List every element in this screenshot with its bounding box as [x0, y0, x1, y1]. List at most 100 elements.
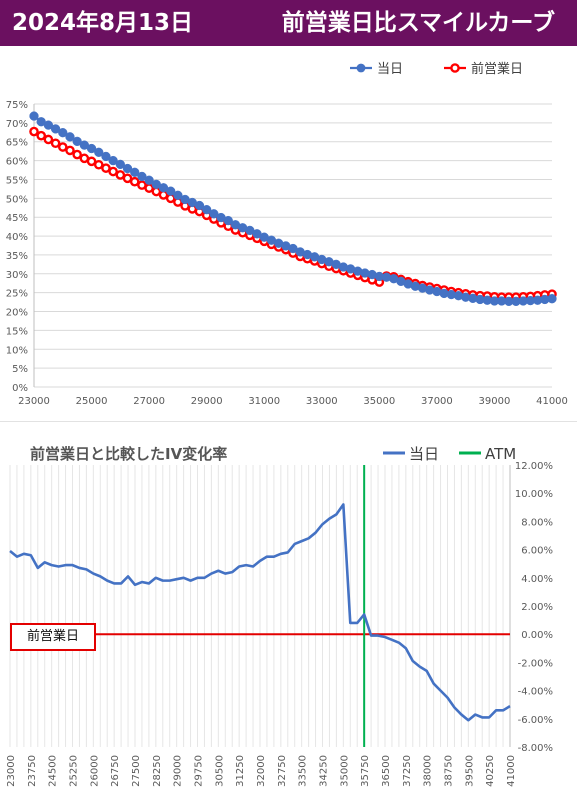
x-tick-label: 32000 [256, 755, 267, 787]
x-tick-label: 26750 [110, 755, 121, 787]
y-tick-label: -6.00% [518, 715, 553, 726]
chart-divider [0, 421, 577, 422]
series-point [173, 190, 183, 200]
y-tick-label: 60% [6, 157, 28, 168]
smile-curve-chart: 0% 5% 10% 15% 20% 25% 30% 35% 40% 45% 50% 55% 60% 65%… [6, 61, 568, 407]
series-point [57, 142, 68, 152]
x-tick-label: 41000 [536, 396, 568, 407]
y-tick-label: 0.00% [521, 630, 553, 641]
series-point [144, 175, 154, 185]
x-tick-label: 34250 [319, 755, 330, 787]
legend-label: 当日 [377, 62, 403, 77]
x-tick-label: 31000 [248, 396, 280, 407]
series-point [29, 126, 39, 137]
y-tick-label: 5% [12, 364, 28, 375]
series-point [122, 173, 133, 184]
y-tick-label: 65% [6, 138, 28, 149]
legend-label: 当日 [409, 445, 439, 463]
series-point [137, 171, 147, 182]
y-tick-label: 20% [6, 308, 28, 319]
x-tick-label: 27500 [131, 755, 142, 787]
x-tick-label: 35000 [363, 396, 395, 407]
y-tick-label: 10% [6, 345, 28, 356]
x-tick-label: 32750 [277, 755, 288, 787]
series-point [122, 163, 133, 174]
x-tick-label: 38750 [444, 755, 455, 787]
series-point [202, 205, 212, 215]
y-tick-label: 40% [6, 232, 28, 243]
series-point [115, 170, 126, 180]
series-point [129, 176, 140, 187]
y-tick-label: 30% [6, 270, 28, 281]
series-point [65, 132, 75, 142]
x-tick-label: 29000 [191, 396, 223, 407]
series-point [94, 147, 104, 157]
series-point [43, 120, 54, 130]
x-tick-label: 41000 [506, 755, 517, 787]
x-tick-label: 39000 [479, 396, 511, 407]
x-tick-label: 24500 [48, 755, 59, 787]
series-point [108, 155, 118, 166]
x-tick-label: 23000 [6, 755, 17, 787]
x-tick-label: 33000 [306, 396, 338, 407]
y-tick-label: 15% [6, 326, 28, 337]
iv-change-title: 前営業日と比較したIV変化率 [30, 445, 227, 463]
smile-curve-panel: 0% 5% 10% 15% 20% 25% 30% 35% 40% 45% 50% 55% 60% 65%… [0, 46, 577, 410]
series-point [43, 134, 54, 145]
x-tick-label: 40250 [485, 755, 496, 787]
x-tick-label: 37250 [402, 755, 413, 787]
x-tick-label: 37000 [421, 396, 453, 407]
page-header: 2024年8月13日 前営業日比スマイルカーブ [0, 0, 577, 46]
series-point [86, 143, 97, 154]
series-point [223, 215, 233, 226]
series-line-0 [9, 503, 511, 722]
y-tick-label: 10.00% [515, 489, 553, 500]
reference-label-box: 前営業日 [10, 623, 96, 651]
x-tick-label: 25000 [76, 396, 108, 407]
x-tick-label: 39500 [464, 755, 475, 787]
series-point [65, 145, 75, 156]
y-tick-label: 0% [12, 383, 28, 394]
y-tick-label: 25% [6, 289, 28, 300]
series-point [29, 111, 39, 121]
y-tick-label: 35% [6, 251, 28, 262]
series-point [209, 209, 219, 219]
x-tick-label: 35750 [360, 755, 371, 787]
y-tick-label: 2.00% [521, 602, 553, 613]
y-tick-label: -2.00% [518, 658, 553, 669]
series-point [115, 159, 125, 170]
y-tick-label: 55% [6, 175, 28, 186]
y-tick-label: 75% [6, 100, 28, 111]
y-tick-label: -4.00% [518, 687, 553, 698]
legend-label: 前営業日 [471, 61, 523, 77]
series-point [194, 200, 205, 211]
series-point [547, 294, 557, 304]
y-tick-label: 70% [6, 119, 28, 130]
series-point [93, 159, 104, 170]
y-tick-label: 8.00% [521, 517, 553, 528]
header-date: 2024年8月13日 [12, 10, 194, 36]
legend-marker [450, 63, 460, 73]
header-title: 前営業日比スマイルカーブ [281, 10, 555, 36]
series-point [130, 167, 140, 177]
iv-change-panel: 12.00% 10.00% 8.00% 6.00% 4.00% 2.00% 0.00% -2.… [0, 432, 577, 802]
series-point [101, 163, 111, 173]
series-point [58, 128, 68, 138]
series-point [72, 149, 82, 160]
x-tick-label: 31250 [235, 755, 246, 787]
x-tick-label: 29000 [173, 755, 184, 787]
series-point [166, 186, 176, 196]
y-tick-label: 50% [6, 194, 28, 205]
series-point [72, 136, 82, 147]
x-tick-label: 38000 [423, 755, 434, 787]
series-point [36, 130, 46, 141]
y-tick-label: 6.00% [521, 546, 553, 557]
x-tick-label: 26000 [89, 755, 100, 787]
x-tick-label: 28250 [152, 755, 163, 787]
iv-change-chart: 12.00% 10.00% 8.00% 6.00% 4.00% 2.00% 0.00% -2.… [6, 445, 553, 787]
x-tick-label: 25250 [69, 755, 80, 787]
x-tick-label: 36500 [381, 755, 392, 787]
series-point [86, 156, 97, 167]
x-tick-label: 30500 [214, 755, 225, 787]
x-tick-label: 33500 [298, 755, 309, 787]
